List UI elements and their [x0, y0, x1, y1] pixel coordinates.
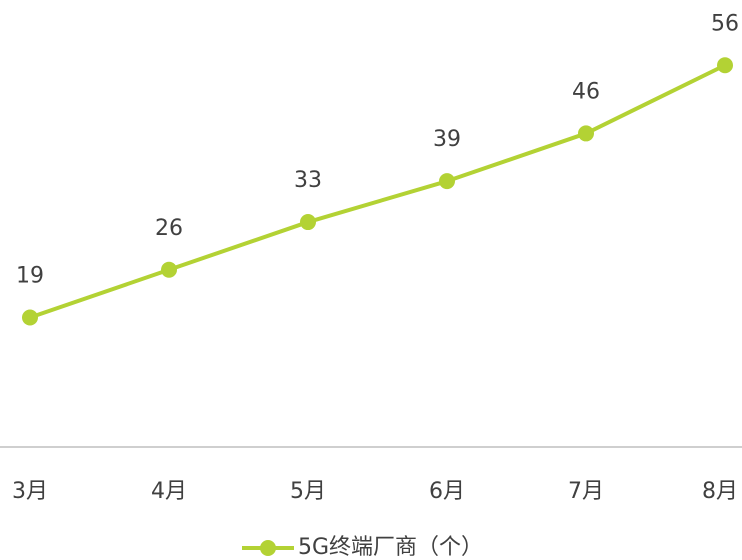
- point: [578, 125, 594, 142]
- data-label: 26: [155, 216, 183, 241]
- point: [161, 261, 177, 278]
- point: [439, 173, 455, 190]
- data-label: 39: [433, 127, 461, 152]
- data-label: 46: [572, 79, 600, 104]
- x-tick-label: 7月: [568, 479, 604, 504]
- point: [300, 214, 316, 231]
- data-label: 33: [294, 168, 322, 193]
- point: [22, 309, 38, 326]
- x-tick-label: 5月: [290, 479, 326, 504]
- data-label: 19: [16, 263, 44, 288]
- point: [717, 57, 733, 74]
- x-tick-label: 6月: [429, 479, 465, 504]
- data-label: 56: [711, 11, 739, 36]
- x-tick-label: 4月: [151, 479, 187, 504]
- legend-marker: [260, 540, 276, 556]
- x-tick-label: 8月: [702, 479, 738, 504]
- legend-label: 5G终端厂商（个）: [298, 535, 483, 560]
- series-line: [29, 63, 726, 320]
- x-tick-label: 3月: [12, 479, 48, 504]
